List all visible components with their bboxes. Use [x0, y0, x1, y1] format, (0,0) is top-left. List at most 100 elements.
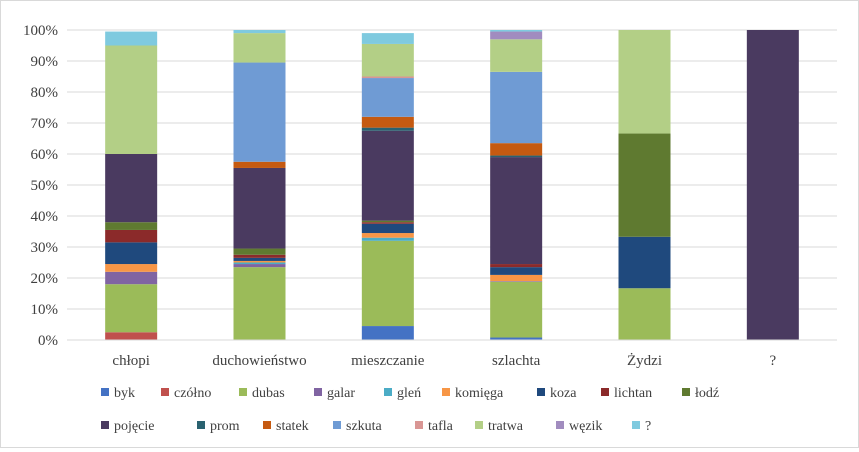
legend-label: ? — [645, 419, 651, 434]
bar-segment — [361, 220, 414, 223]
legend-item: dubas — [239, 386, 285, 401]
bar-segment — [233, 248, 286, 255]
legend-label: statek — [276, 419, 309, 434]
bar-segment — [746, 30, 799, 340]
bar-segment — [490, 31, 543, 40]
bar-segment — [490, 337, 543, 340]
y-tick-label: 80% — [31, 85, 59, 101]
bar-segment — [490, 281, 543, 282]
bar-segment — [361, 237, 414, 241]
bar-segment — [490, 267, 543, 275]
bar-segment — [233, 260, 286, 263]
bar-segment — [105, 264, 158, 272]
bar-segment — [618, 236, 671, 289]
legend-label: koza — [550, 386, 577, 401]
legend-swatch — [384, 388, 392, 396]
legend-swatch — [161, 388, 169, 396]
legend-label: lichtan — [614, 386, 652, 401]
legend-label: węzik — [569, 419, 602, 434]
bar-segment — [105, 284, 158, 333]
legend-label: szkuta — [346, 419, 383, 434]
legend-label: prom — [210, 419, 240, 434]
x-category-label: chłopi — [112, 353, 150, 369]
bar-segment — [105, 229, 158, 243]
legend-label: dubas — [252, 386, 285, 401]
legend-item: węzik — [556, 419, 602, 434]
legend-swatch — [537, 388, 545, 396]
bar-segment — [105, 154, 158, 223]
y-tick-label: 70% — [31, 116, 59, 132]
bar-segment — [361, 223, 414, 234]
legend-item: ? — [632, 419, 651, 434]
legend-swatch — [442, 388, 450, 396]
bar-segment — [105, 332, 158, 340]
bar-segment — [361, 76, 414, 79]
y-tick-label: 90% — [31, 54, 59, 70]
x-category-label: szlachta — [492, 353, 541, 369]
bar-segment — [233, 264, 286, 268]
legend-label: gleń — [397, 386, 421, 401]
legend-label: łodź — [695, 386, 719, 401]
y-tick-label: 40% — [31, 209, 59, 225]
legend-swatch — [197, 421, 205, 429]
x-axis-category-labels: chłopi duchowieństwo mieszczanie szlachta Ży… — [112, 353, 776, 369]
legend-label: tratwa — [488, 419, 524, 434]
legend-label: tafla — [428, 419, 454, 434]
legend: byk czółno dubas galar gleń komięga koza lichta… — [101, 386, 719, 434]
legend-item: byk — [101, 386, 135, 401]
legend-label: byk — [114, 386, 135, 401]
x-category-label: mieszczanie — [351, 353, 425, 369]
bar-segment — [233, 161, 286, 168]
bar-segment — [361, 33, 414, 44]
bar-segment — [618, 30, 671, 134]
bar-segment — [490, 157, 543, 265]
bar-segment — [490, 264, 543, 268]
legend-swatch — [556, 421, 564, 429]
bar-segment — [361, 78, 414, 117]
y-axis-tick-labels: 0% 10% 20% 30% 40% 50% 60% 70% 80% 90% 100% — [23, 23, 58, 349]
legend-item: lichtan — [601, 386, 652, 401]
legend-swatch — [475, 421, 483, 429]
bar-segment — [490, 71, 543, 144]
legend-label: komięga — [455, 386, 504, 401]
bar-segment — [361, 326, 414, 340]
bar-segment — [233, 62, 286, 162]
bar-segment — [490, 155, 543, 158]
legend-item: statek — [263, 419, 309, 434]
y-tick-label: 0% — [38, 333, 58, 349]
legend-item: szkuta — [333, 419, 383, 434]
bar-segment — [233, 30, 286, 34]
x-category-label: Żydzi — [627, 353, 662, 369]
bar-segment — [361, 130, 414, 221]
bar-segment — [361, 233, 414, 238]
y-tick-label: 100% — [23, 23, 58, 39]
bar-segment — [233, 33, 286, 63]
bar-segment — [105, 31, 158, 46]
legend-item: prom — [197, 419, 240, 434]
bars — [105, 30, 799, 340]
bar-segment — [490, 143, 543, 156]
legend-swatch — [333, 421, 341, 429]
legend-label: czółno — [174, 386, 211, 401]
legend-swatch — [314, 388, 322, 396]
legend-item: tafla — [415, 419, 454, 434]
legend-swatch — [682, 388, 690, 396]
bar-segment — [490, 30, 543, 32]
bar-segment — [490, 281, 543, 338]
bar-segment — [233, 262, 286, 265]
legend-item: tratwa — [475, 419, 524, 434]
bar-segment — [233, 167, 286, 249]
bar-segment — [361, 43, 414, 77]
legend-item: galar — [314, 386, 355, 401]
legend-swatch — [601, 388, 609, 396]
legend-item: gleń — [384, 386, 421, 401]
bar-segment — [105, 222, 158, 230]
legend-swatch — [415, 421, 423, 429]
bar-segment — [361, 222, 414, 224]
legend-item: pojęcie — [101, 419, 154, 434]
legend-item: koza — [537, 386, 577, 401]
legend-label: galar — [327, 386, 355, 401]
bar-segment — [233, 257, 286, 261]
